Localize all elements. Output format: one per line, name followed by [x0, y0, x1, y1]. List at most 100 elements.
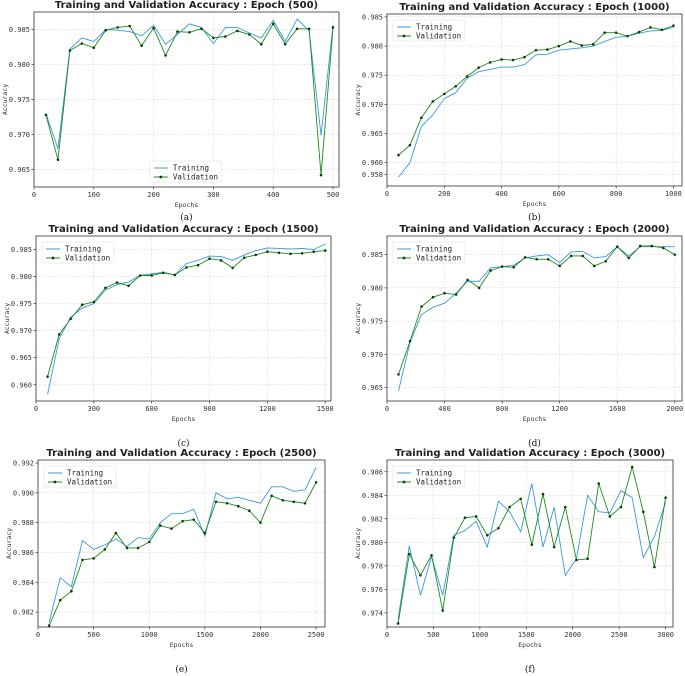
validation-point — [477, 286, 481, 290]
validation-point — [259, 521, 262, 524]
validation-point — [80, 303, 84, 307]
validation-point — [608, 515, 612, 518]
panel-caption: (f) — [525, 664, 535, 675]
validation-point — [277, 251, 281, 255]
x-tick-label: 500 — [427, 631, 440, 639]
y-tick-label: 0.980 — [9, 61, 30, 69]
validation-point — [604, 259, 608, 263]
validation-point — [92, 46, 96, 49]
validation-point — [104, 28, 108, 32]
x-tick-label: 500 — [327, 191, 340, 199]
x-tick-label: 800 — [610, 190, 623, 198]
validation-point — [242, 256, 246, 259]
validation-point — [203, 531, 207, 535]
y-tick-label: 0.970 — [9, 131, 30, 139]
validation-point — [47, 624, 51, 627]
legend-label: Training — [416, 23, 452, 32]
validation-point — [619, 505, 623, 509]
validation-point — [164, 54, 167, 57]
chart-panel-1: Training and Validation Accuracy : Epoch… — [354, 2, 683, 223]
validation-point — [281, 498, 285, 502]
validation-point — [323, 249, 327, 252]
x-tick-label: 1000 — [471, 631, 488, 639]
chart-title: Training and Validation Accuracy : Epoch… — [399, 224, 669, 235]
validation-point — [580, 44, 584, 47]
x-tick-label: 2500 — [611, 631, 628, 639]
validation-point — [454, 84, 458, 88]
plot-frame — [33, 11, 340, 188]
y-tick-label: 0.960 — [362, 159, 383, 167]
validation-point — [485, 533, 489, 537]
validation-point — [68, 49, 72, 52]
y-tick-label: 0.982 — [362, 515, 383, 523]
legend-label: Validation — [416, 32, 461, 41]
x-tick-label: 300 — [207, 191, 220, 199]
chart-panel-3: Training and Validation Accuracy : Epoch… — [354, 224, 683, 449]
x-tick-label: 600 — [553, 190, 566, 198]
validation-point — [127, 284, 130, 288]
x-tick-label: 0 — [385, 190, 389, 198]
x-tick-label: 1600 — [609, 405, 626, 413]
validation-point — [397, 373, 400, 376]
validation-point — [259, 42, 263, 46]
x-tick-label: 500 — [87, 631, 100, 639]
validation-point — [546, 257, 550, 261]
panel-caption: (c) — [177, 438, 189, 449]
validation-point — [236, 504, 240, 508]
x-tick-label: 1000 — [141, 631, 158, 639]
y-tick-label: 0.980 — [362, 43, 383, 51]
validation-point — [307, 27, 311, 31]
series-line-validation — [398, 25, 674, 156]
validation-point — [575, 558, 578, 562]
validation-point — [586, 557, 589, 561]
y-tick-label: 0.958 — [362, 171, 383, 179]
validation-point — [116, 26, 120, 29]
series-line-training — [47, 243, 326, 395]
y-tick-label: 0.980 — [362, 539, 383, 547]
legend-label: Validation — [416, 478, 461, 487]
validation-point — [208, 257, 211, 261]
series-line-training — [48, 467, 317, 623]
validation-point — [512, 265, 515, 269]
validation-point — [125, 546, 129, 550]
x-tick-label: 300 — [88, 405, 101, 413]
y-tick-label: 0.975 — [11, 300, 32, 308]
x-tick-label: 400 — [438, 405, 451, 413]
validation-point — [408, 143, 412, 147]
legend-marker — [402, 480, 406, 484]
y-tick-label: 0.992 — [13, 459, 34, 467]
x-tick-label: 2500 — [308, 631, 325, 639]
validation-point — [92, 557, 95, 560]
validation-point — [523, 55, 526, 59]
y-tick-label: 0.985 — [362, 13, 383, 21]
validation-point — [592, 264, 596, 268]
validation-point — [212, 36, 215, 40]
chart-title: Training and Validation Accuracy : Epoch… — [55, 0, 318, 11]
validation-point — [627, 256, 631, 260]
legend-label: Validation — [65, 254, 110, 263]
validation-point — [295, 27, 299, 31]
chart-panel-0: Training and Validation Accuracy : Epoch… — [1, 0, 340, 223]
validation-point — [312, 250, 315, 253]
validation-point — [56, 158, 60, 161]
x-tick-label: 1500 — [317, 405, 334, 413]
y-axis-label: Accuracy — [1, 84, 9, 115]
y-tick-label: 0.980 — [11, 273, 32, 281]
y-tick-label: 0.965 — [362, 384, 383, 392]
plot-frame — [35, 235, 332, 402]
validation-point — [519, 497, 523, 501]
legend-label: Training — [67, 469, 103, 478]
validation-point — [115, 281, 119, 284]
y-tick-label: 0.986 — [13, 549, 34, 557]
validation-point — [463, 516, 467, 519]
validation-point — [80, 42, 84, 45]
validation-point — [442, 92, 446, 96]
validation-point — [626, 34, 629, 38]
panel-caption: (b) — [528, 212, 541, 223]
validation-point — [431, 295, 435, 299]
x-tick-label: 0 — [36, 631, 40, 639]
validation-point — [650, 244, 654, 248]
y-tick-label: 0.970 — [362, 101, 383, 109]
